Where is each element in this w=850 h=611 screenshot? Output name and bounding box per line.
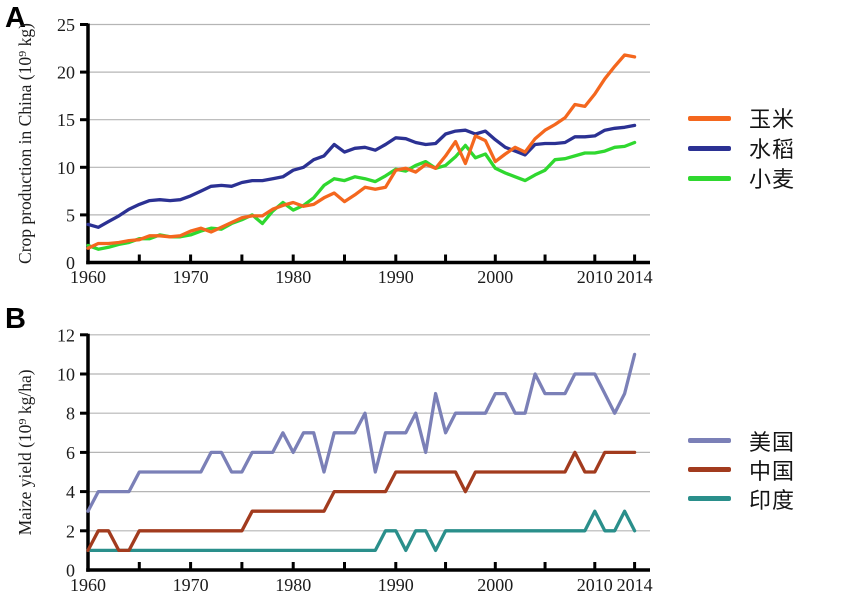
legend-line-swatch-rice <box>688 145 731 151</box>
legend-item-wheat: 小麦 <box>688 163 795 193</box>
legend-label-wheat: 小麦 <box>749 167 796 192</box>
legend-line-swatch-india <box>688 496 731 501</box>
svg-text:1980: 1980 <box>275 267 311 287</box>
svg-text:6: 6 <box>66 443 75 463</box>
svg-text:2010: 2010 <box>577 267 613 287</box>
svg-text:2014: 2014 <box>617 575 653 595</box>
svg-text:15: 15 <box>57 110 75 130</box>
legend-item-usa: 美国 <box>688 426 795 455</box>
panel-b-legend: 美国 中国 印度 <box>688 426 795 513</box>
svg-text:25: 25 <box>57 15 75 35</box>
svg-text:2000: 2000 <box>477 575 513 595</box>
legend-item-china: 中国 <box>688 455 795 484</box>
legend-label-maize: 玉米 <box>749 107 796 132</box>
svg-text:1960: 1960 <box>70 267 106 287</box>
legend-line-swatch-maize <box>688 115 731 121</box>
svg-text:1960: 1960 <box>70 575 106 595</box>
svg-text:1970: 1970 <box>173 575 209 595</box>
svg-text:20: 20 <box>57 63 75 83</box>
legend-label-rice: 水稻 <box>749 137 796 162</box>
legend-item-india: 印度 <box>688 484 795 513</box>
svg-text:8: 8 <box>66 404 75 424</box>
panel-a-legend: 玉米 水稻 小麦 <box>688 103 795 193</box>
svg-text:0: 0 <box>66 561 75 581</box>
svg-text:Crop production in China (10⁹: Crop production in China (10⁹ kg) <box>15 23 35 264</box>
svg-text:10: 10 <box>57 158 75 178</box>
legend-line-swatch-usa <box>688 438 731 443</box>
svg-text:2014: 2014 <box>617 267 653 287</box>
legend-line-swatch-wheat <box>688 175 731 181</box>
panel-b-label: B <box>5 303 26 335</box>
svg-text:2010: 2010 <box>577 575 613 595</box>
legend-item-rice: 水稻 <box>688 133 795 163</box>
legend-line-swatch-china <box>688 467 731 472</box>
svg-text:1970: 1970 <box>173 267 209 287</box>
svg-text:2000: 2000 <box>477 267 513 287</box>
legend-label-usa: 美国 <box>749 429 796 455</box>
legend-item-maize: 玉米 <box>688 103 795 133</box>
svg-text:0: 0 <box>66 253 75 273</box>
svg-text:5: 5 <box>66 205 75 225</box>
svg-text:1990: 1990 <box>378 575 414 595</box>
svg-text:2: 2 <box>66 521 75 541</box>
svg-text:1990: 1990 <box>378 267 414 287</box>
svg-text:Maize yield (10⁹ kg/ha): Maize yield (10⁹ kg/ha) <box>15 369 35 535</box>
svg-text:10: 10 <box>57 365 75 385</box>
panel-a-label: A <box>5 2 26 34</box>
legend-label-china: 中国 <box>749 458 796 484</box>
legend-label-india: 印度 <box>749 487 796 513</box>
svg-text:1980: 1980 <box>275 575 311 595</box>
svg-text:12: 12 <box>57 325 75 345</box>
svg-text:4: 4 <box>66 482 75 502</box>
